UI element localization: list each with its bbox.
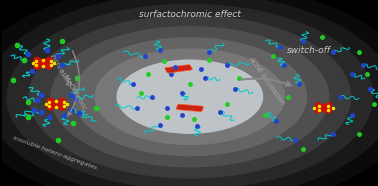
Ellipse shape: [28, 15, 351, 179]
Text: surfactochromic effect: surfactochromic effect: [139, 10, 241, 19]
Text: AChE incubation: AChE incubation: [248, 55, 286, 106]
Ellipse shape: [73, 37, 307, 156]
Text: switch-off: switch-off: [287, 46, 330, 55]
FancyBboxPatch shape: [165, 65, 192, 73]
Ellipse shape: [116, 60, 263, 134]
Ellipse shape: [6, 4, 373, 186]
Text: increasing: increasing: [48, 53, 72, 88]
Text: insoluble hetero-aggregates: insoluble hetero-aggregates: [12, 135, 97, 170]
Ellipse shape: [116, 60, 263, 134]
FancyArrowPatch shape: [242, 79, 291, 86]
Ellipse shape: [94, 48, 285, 145]
FancyBboxPatch shape: [176, 104, 203, 112]
FancyArrowPatch shape: [68, 51, 79, 116]
Text: MeOH conc.: MeOH conc.: [62, 73, 88, 113]
Ellipse shape: [50, 26, 329, 167]
